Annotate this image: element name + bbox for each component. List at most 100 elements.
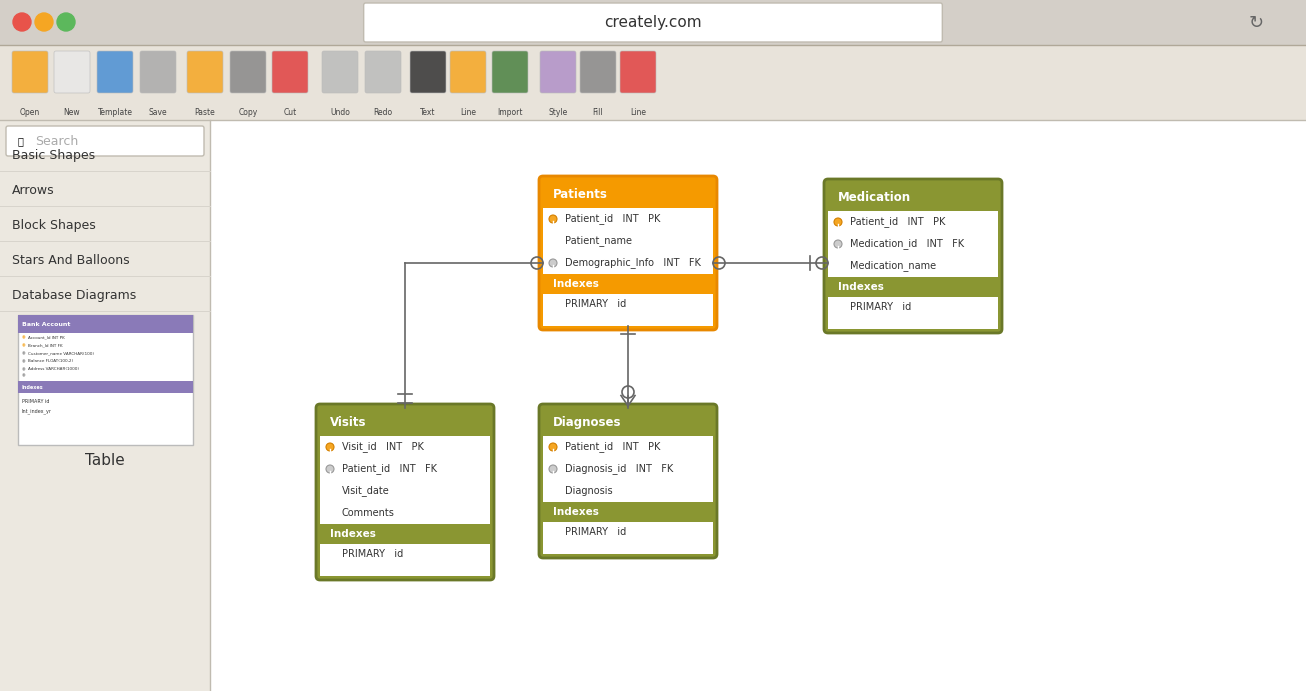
Text: ◉: ◉: [22, 367, 26, 371]
Text: Database Diagrams: Database Diagrams: [12, 289, 136, 301]
FancyBboxPatch shape: [410, 51, 447, 93]
Text: Diagnosis: Diagnosis: [565, 486, 613, 496]
Bar: [543, 436, 713, 554]
Text: Line: Line: [629, 108, 646, 117]
Text: Basic Shapes: Basic Shapes: [12, 149, 95, 162]
FancyBboxPatch shape: [323, 51, 358, 93]
Bar: [828, 211, 998, 329]
Text: PRIMARY   id: PRIMARY id: [850, 302, 912, 312]
Circle shape: [13, 13, 31, 31]
Text: Medication: Medication: [838, 191, 912, 204]
Text: Patients: Patients: [552, 187, 607, 200]
Text: Undo: Undo: [330, 108, 350, 117]
FancyBboxPatch shape: [140, 51, 176, 93]
Text: Patient_id   INT   PK: Patient_id INT PK: [565, 442, 661, 453]
FancyBboxPatch shape: [543, 180, 713, 208]
Text: Import: Import: [498, 108, 522, 117]
Text: Patient_id   INT   FK: Patient_id INT FK: [342, 464, 438, 475]
Text: PRIMARY   id: PRIMARY id: [565, 299, 627, 309]
Text: Indexes: Indexes: [22, 384, 43, 390]
Text: Visits: Visits: [330, 415, 367, 428]
Text: Paste: Paste: [195, 108, 215, 117]
Text: Medication_id   INT   FK: Medication_id INT FK: [850, 238, 964, 249]
Text: Address VARCHAR(1000): Address VARCHAR(1000): [27, 367, 78, 371]
Text: New: New: [64, 108, 80, 117]
Text: Medication_name: Medication_name: [850, 261, 936, 272]
Text: ◉: ◉: [22, 351, 26, 355]
Text: Balance FLOAT(100,2): Balance FLOAT(100,2): [27, 359, 73, 363]
Circle shape: [35, 13, 54, 31]
Text: ◉: ◉: [22, 373, 26, 377]
Text: PRIMARY id: PRIMARY id: [22, 399, 50, 404]
Text: Comments: Comments: [342, 508, 394, 518]
Text: Patient_name: Patient_name: [565, 236, 632, 247]
Bar: [320, 436, 490, 576]
Bar: [18, 315, 193, 333]
Bar: [0, 45, 1306, 120]
FancyBboxPatch shape: [539, 176, 717, 330]
Text: Customer_name VARCHAR(100): Customer_name VARCHAR(100): [27, 351, 94, 355]
Text: Stars And Balloons: Stars And Balloons: [12, 254, 129, 267]
Bar: [210, 120, 1306, 691]
Text: Demographic_Info   INT   FK: Demographic_Info INT FK: [565, 258, 701, 268]
Bar: [543, 502, 713, 522]
Text: Indexes: Indexes: [552, 279, 599, 289]
FancyBboxPatch shape: [230, 51, 266, 93]
Text: Fill: Fill: [593, 108, 603, 117]
Text: ◉: ◉: [22, 359, 26, 363]
Bar: [320, 524, 490, 544]
FancyBboxPatch shape: [364, 51, 401, 93]
Text: Indexes: Indexes: [552, 507, 599, 517]
Text: Visit_id   INT   PK: Visit_id INT PK: [342, 442, 424, 453]
Text: ◉: ◉: [22, 343, 26, 347]
Bar: [828, 277, 998, 297]
FancyBboxPatch shape: [187, 51, 223, 93]
Circle shape: [549, 443, 556, 451]
Text: Search: Search: [35, 135, 78, 147]
Text: ↻: ↻: [1249, 14, 1264, 32]
Text: Template: Template: [98, 108, 132, 117]
FancyBboxPatch shape: [451, 51, 486, 93]
Text: Save: Save: [149, 108, 167, 117]
Bar: [18, 315, 193, 445]
FancyBboxPatch shape: [824, 179, 1002, 333]
Text: Arrows: Arrows: [12, 184, 55, 196]
Bar: [0, 120, 210, 691]
Text: Branch_Id INT FK: Branch_Id INT FK: [27, 343, 63, 347]
Circle shape: [835, 218, 842, 226]
FancyBboxPatch shape: [272, 51, 308, 93]
Bar: [543, 274, 713, 294]
Text: Indexes: Indexes: [838, 282, 884, 292]
Bar: [0, 0, 1306, 45]
Circle shape: [326, 465, 334, 473]
Text: Diagnoses: Diagnoses: [552, 415, 622, 428]
Text: creately.com: creately.com: [605, 15, 701, 30]
Text: Int_index_yr: Int_index_yr: [22, 408, 52, 414]
Circle shape: [549, 465, 556, 473]
Text: Cut: Cut: [283, 108, 296, 117]
Circle shape: [835, 240, 842, 248]
FancyBboxPatch shape: [620, 51, 656, 93]
Text: Account_Id INT PK: Account_Id INT PK: [27, 335, 65, 339]
Text: PRIMARY   id: PRIMARY id: [342, 549, 404, 559]
FancyBboxPatch shape: [539, 404, 717, 558]
FancyBboxPatch shape: [828, 183, 998, 211]
FancyBboxPatch shape: [7, 126, 204, 156]
Text: Table: Table: [85, 453, 125, 468]
FancyBboxPatch shape: [492, 51, 528, 93]
FancyBboxPatch shape: [97, 51, 133, 93]
Text: Block Shapes: Block Shapes: [12, 218, 95, 231]
Text: Copy: Copy: [239, 108, 257, 117]
FancyBboxPatch shape: [320, 408, 490, 436]
Bar: [18, 381, 193, 393]
Circle shape: [57, 13, 74, 31]
Text: Diagnosis_id   INT   FK: Diagnosis_id INT FK: [565, 464, 674, 475]
Circle shape: [549, 259, 556, 267]
Text: Text: Text: [421, 108, 436, 117]
FancyBboxPatch shape: [316, 404, 494, 580]
Text: Indexes: Indexes: [330, 529, 376, 539]
FancyBboxPatch shape: [539, 51, 576, 93]
FancyBboxPatch shape: [363, 3, 943, 42]
Text: Open: Open: [20, 108, 40, 117]
Text: Patient_id   INT   PK: Patient_id INT PK: [565, 214, 661, 225]
